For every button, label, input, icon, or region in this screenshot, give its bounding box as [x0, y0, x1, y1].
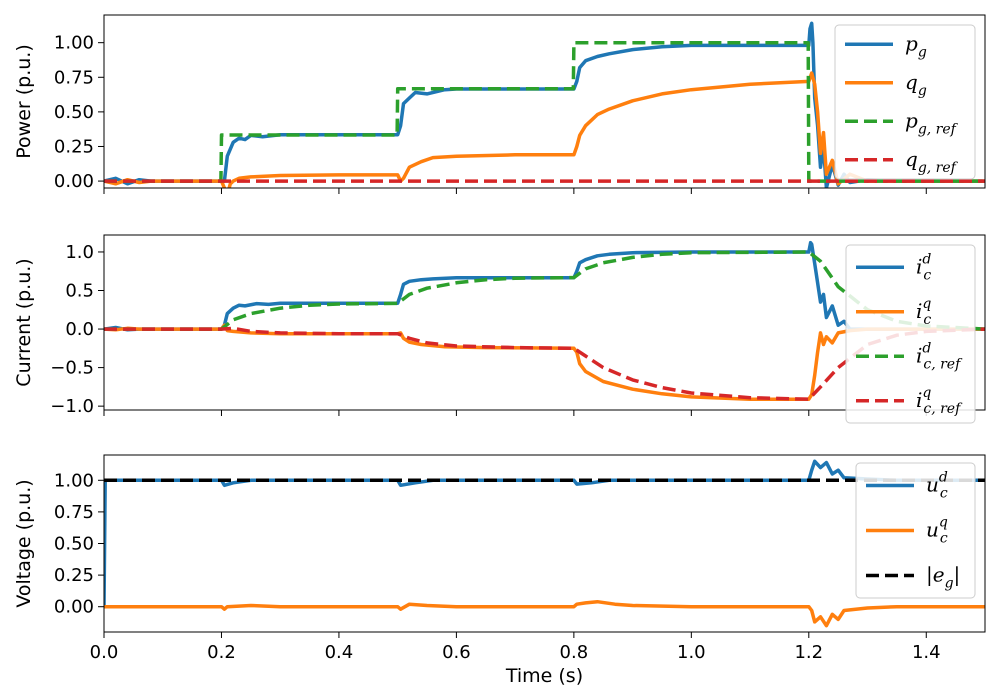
- legend-label: qg, ref: [905, 147, 959, 176]
- legend-label: qg: [905, 70, 927, 99]
- plot-area: [104, 459, 985, 628]
- legend-label: id c: [916, 251, 931, 283]
- x-tick-label: 0.2: [207, 642, 236, 663]
- x-axis-label: Time (s): [505, 665, 583, 687]
- legend-frame: [855, 462, 976, 599]
- y-tick-label: 0.0: [65, 319, 94, 340]
- series-line-2: [104, 599, 985, 628]
- plot-area: [104, 240, 985, 401]
- series-line-2: [104, 323, 985, 401]
- y-tick-label: 1.00: [54, 470, 94, 491]
- plot-area: [104, 21, 985, 188]
- legend-frame: [845, 244, 976, 424]
- x-tick-label: 1.2: [794, 642, 823, 663]
- y-tick-label: 0.50: [54, 102, 94, 123]
- series-line-1: [104, 459, 985, 607]
- subplot-1: 0.00 0.25 0.50 0.75 1.00 Power (p.u.) pg qg pg, …: [13, 14, 986, 194]
- x-tick-label: 0.0: [90, 642, 119, 663]
- y-tick-label: 0.25: [54, 565, 94, 586]
- legend-label: id c, ref: [916, 340, 963, 372]
- y-axis-label: Power (p.u.): [13, 44, 35, 159]
- y-tick-label: 0.00: [54, 171, 94, 192]
- x-tick-label: 0.8: [560, 642, 589, 663]
- series-line-2: [104, 71, 985, 188]
- x-tick-label: 1.0: [677, 642, 706, 663]
- y-tick-label: 1.0: [65, 242, 94, 263]
- y-tick-label: 1.00: [54, 33, 94, 54]
- series-line-4: [104, 326, 985, 401]
- legend: ud c uq c |eg|: [855, 462, 976, 599]
- legend-label: pg: [905, 31, 927, 60]
- y-tick-label: 0.75: [54, 67, 94, 88]
- x-tick-label: 0.4: [325, 642, 354, 663]
- x-tick-label: 0.6: [442, 642, 471, 663]
- y-tick-label: 0.75: [54, 502, 94, 523]
- y-tick-label: 0.00: [54, 597, 94, 618]
- y-tick-label: 0.5: [65, 281, 94, 302]
- legend-label: pg, ref: [905, 108, 959, 137]
- legend-label: iq c, ref: [916, 385, 963, 417]
- legend-frame: [834, 24, 976, 180]
- y-tick-label: −1.0: [50, 396, 94, 417]
- legend-label: uq c: [926, 515, 948, 547]
- subplot-3: 0.00 0.25 0.50 0.75 1.00 0.0 0.2 0.4 0.6 0.8 1.0 1.…: [13, 454, 986, 687]
- legend-label: ud c: [926, 470, 948, 502]
- y-axis-label: Voltage (p.u.): [13, 479, 35, 607]
- y-tick-label: 0.50: [54, 534, 94, 555]
- legend: id c iq c id c, ref iq c, ref: [845, 244, 976, 424]
- series-line-3: [104, 40, 985, 183]
- axes-frame: [103, 234, 986, 411]
- y-tick-label: −0.5: [50, 358, 94, 379]
- legend-label: |eg|: [926, 563, 960, 592]
- axes-frame: [103, 14, 986, 189]
- legend-label: iq c: [916, 296, 931, 328]
- y-axis-label: Current (p.u.): [13, 258, 35, 386]
- x-tick-label: 1.4: [912, 642, 941, 663]
- y-tick-label: 0.25: [54, 136, 94, 157]
- legend: pg qg pg, ref qg, ref: [834, 24, 976, 180]
